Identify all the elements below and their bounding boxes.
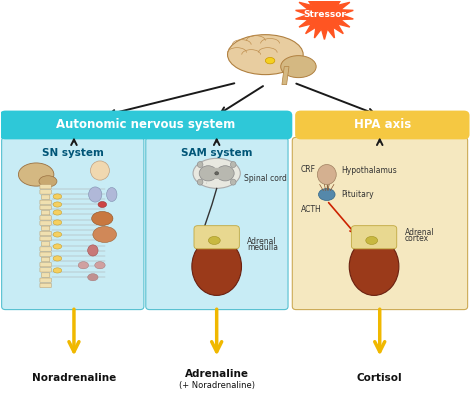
FancyBboxPatch shape	[292, 138, 468, 310]
Text: Adrenal: Adrenal	[405, 228, 434, 237]
FancyBboxPatch shape	[40, 237, 51, 241]
Ellipse shape	[53, 210, 62, 215]
Ellipse shape	[78, 261, 89, 269]
Text: (+ Noradrenaline): (+ Noradrenaline)	[179, 381, 255, 390]
FancyBboxPatch shape	[1, 138, 144, 310]
Ellipse shape	[318, 164, 336, 184]
FancyBboxPatch shape	[40, 262, 51, 267]
Ellipse shape	[281, 56, 316, 78]
Ellipse shape	[98, 201, 107, 207]
Text: medulla: medulla	[247, 243, 278, 252]
Ellipse shape	[349, 237, 399, 296]
Text: Adrenal: Adrenal	[247, 237, 277, 246]
Ellipse shape	[319, 188, 335, 200]
FancyBboxPatch shape	[40, 221, 51, 225]
Ellipse shape	[53, 202, 62, 207]
FancyBboxPatch shape	[40, 200, 51, 205]
FancyBboxPatch shape	[41, 226, 50, 231]
FancyBboxPatch shape	[40, 216, 51, 220]
Ellipse shape	[88, 245, 98, 256]
Ellipse shape	[215, 172, 219, 175]
Text: Autonomic nervous system: Autonomic nervous system	[56, 118, 236, 132]
Text: HPA axis: HPA axis	[354, 118, 411, 132]
FancyBboxPatch shape	[40, 267, 51, 272]
FancyBboxPatch shape	[146, 138, 288, 310]
Ellipse shape	[18, 163, 54, 186]
FancyBboxPatch shape	[40, 278, 51, 282]
FancyBboxPatch shape	[41, 273, 50, 277]
Ellipse shape	[230, 162, 236, 168]
Ellipse shape	[209, 237, 220, 245]
Ellipse shape	[199, 166, 217, 181]
Text: SAM system: SAM system	[181, 148, 253, 158]
Ellipse shape	[39, 176, 57, 187]
Text: Cortisol: Cortisol	[357, 373, 402, 383]
Text: SN system: SN system	[42, 148, 104, 158]
FancyBboxPatch shape	[194, 226, 239, 249]
Ellipse shape	[53, 194, 62, 199]
Ellipse shape	[91, 161, 109, 180]
FancyBboxPatch shape	[295, 111, 470, 140]
FancyBboxPatch shape	[40, 283, 51, 288]
Text: Hypothalamus: Hypothalamus	[341, 166, 397, 175]
FancyBboxPatch shape	[40, 184, 51, 189]
FancyBboxPatch shape	[41, 211, 50, 215]
Ellipse shape	[88, 273, 98, 281]
Ellipse shape	[197, 179, 203, 185]
Polygon shape	[282, 67, 289, 85]
Text: Noradrenaline: Noradrenaline	[32, 373, 116, 383]
Polygon shape	[296, 0, 353, 39]
Ellipse shape	[107, 188, 117, 201]
Text: Adrenaline: Adrenaline	[185, 369, 249, 379]
Ellipse shape	[265, 57, 275, 64]
Text: cortex: cortex	[405, 234, 429, 243]
Text: CRF: CRF	[301, 165, 316, 174]
Ellipse shape	[53, 244, 62, 249]
Polygon shape	[211, 168, 222, 178]
Ellipse shape	[230, 179, 236, 185]
Ellipse shape	[53, 220, 62, 225]
FancyBboxPatch shape	[40, 231, 51, 236]
FancyBboxPatch shape	[351, 226, 397, 249]
Text: Spinal cord: Spinal cord	[244, 174, 287, 183]
FancyBboxPatch shape	[41, 257, 50, 261]
Ellipse shape	[91, 211, 113, 225]
Ellipse shape	[93, 227, 117, 243]
FancyBboxPatch shape	[0, 111, 292, 140]
Text: Pituitary: Pituitary	[341, 190, 374, 199]
Text: ACTH: ACTH	[301, 205, 321, 214]
Ellipse shape	[216, 166, 234, 181]
Ellipse shape	[89, 187, 102, 202]
FancyBboxPatch shape	[40, 205, 51, 210]
FancyBboxPatch shape	[41, 242, 50, 246]
Ellipse shape	[193, 158, 240, 188]
FancyBboxPatch shape	[41, 195, 50, 199]
FancyBboxPatch shape	[40, 247, 51, 251]
Text: Stressor: Stressor	[303, 10, 346, 19]
Ellipse shape	[197, 162, 203, 168]
Ellipse shape	[53, 268, 62, 273]
Ellipse shape	[53, 256, 62, 261]
Ellipse shape	[228, 34, 303, 75]
Ellipse shape	[366, 237, 378, 245]
FancyBboxPatch shape	[40, 190, 51, 194]
FancyBboxPatch shape	[40, 252, 51, 257]
Ellipse shape	[192, 237, 241, 296]
Ellipse shape	[95, 261, 105, 269]
Ellipse shape	[53, 232, 62, 237]
